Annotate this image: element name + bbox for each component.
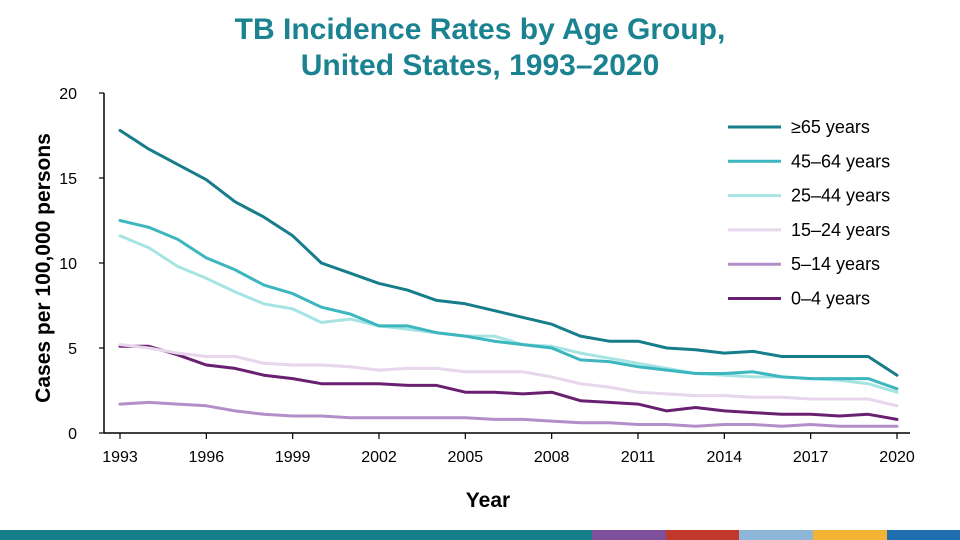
y-tick-label: 5 bbox=[68, 341, 77, 358]
series-line-25-44-years bbox=[118, 234, 899, 394]
y-tick-label: 15 bbox=[59, 171, 77, 188]
x-tick-label: 2005 bbox=[448, 449, 484, 466]
x-tick-label: 2008 bbox=[534, 449, 570, 466]
x-tick-label: 1996 bbox=[189, 449, 225, 466]
y-tick-label: 0 bbox=[68, 426, 77, 443]
footer-color-segment bbox=[813, 530, 887, 540]
x-axis-label: Year bbox=[466, 489, 510, 512]
footer-color-segment bbox=[592, 530, 666, 540]
footer-color-segment bbox=[887, 530, 960, 540]
footer-color-bar bbox=[0, 530, 960, 540]
legend-label: 0–4 years bbox=[791, 289, 870, 309]
y-tick-label: 10 bbox=[59, 256, 77, 273]
legend-label: 45–64 years bbox=[791, 151, 890, 171]
y-axis-label: Cases per 100,000 persons bbox=[32, 133, 55, 403]
series-line-5-14-years bbox=[118, 400, 899, 428]
x-tick-label: 2002 bbox=[361, 449, 397, 466]
legend-label: 15–24 years bbox=[791, 220, 890, 240]
series-line-65-years bbox=[118, 128, 899, 377]
footer-color-segment bbox=[0, 530, 592, 540]
axes bbox=[103, 93, 910, 434]
x-tick-label: 1993 bbox=[102, 449, 138, 466]
chart-title: TB Incidence Rates by Age Group, United … bbox=[0, 12, 960, 84]
series-line-15-24-years bbox=[118, 343, 899, 408]
title-line-1: TB Incidence Rates by Age Group, bbox=[234, 13, 726, 46]
y-tick-label: 20 bbox=[59, 86, 77, 103]
series-line-0-4-years bbox=[118, 344, 899, 421]
x-tick-label: 2014 bbox=[707, 449, 743, 466]
x-tick-label: 2020 bbox=[879, 449, 915, 466]
title-line-2: United States, 1993–2020 bbox=[300, 49, 660, 82]
footer-color-segment bbox=[666, 530, 739, 540]
series-line-45-64-years bbox=[118, 219, 899, 391]
legend-label: 25–44 years bbox=[791, 186, 890, 206]
legend-label: ≥65 years bbox=[791, 117, 870, 137]
x-tick-label: 1999 bbox=[275, 449, 311, 466]
legend-label: 5–14 years bbox=[791, 254, 880, 274]
x-tick-label: 2011 bbox=[621, 449, 656, 466]
footer-color-segment bbox=[739, 530, 813, 540]
x-tick-label: 2017 bbox=[793, 449, 829, 466]
